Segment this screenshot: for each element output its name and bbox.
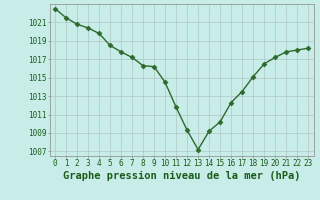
X-axis label: Graphe pression niveau de la mer (hPa): Graphe pression niveau de la mer (hPa) [63,171,300,181]
